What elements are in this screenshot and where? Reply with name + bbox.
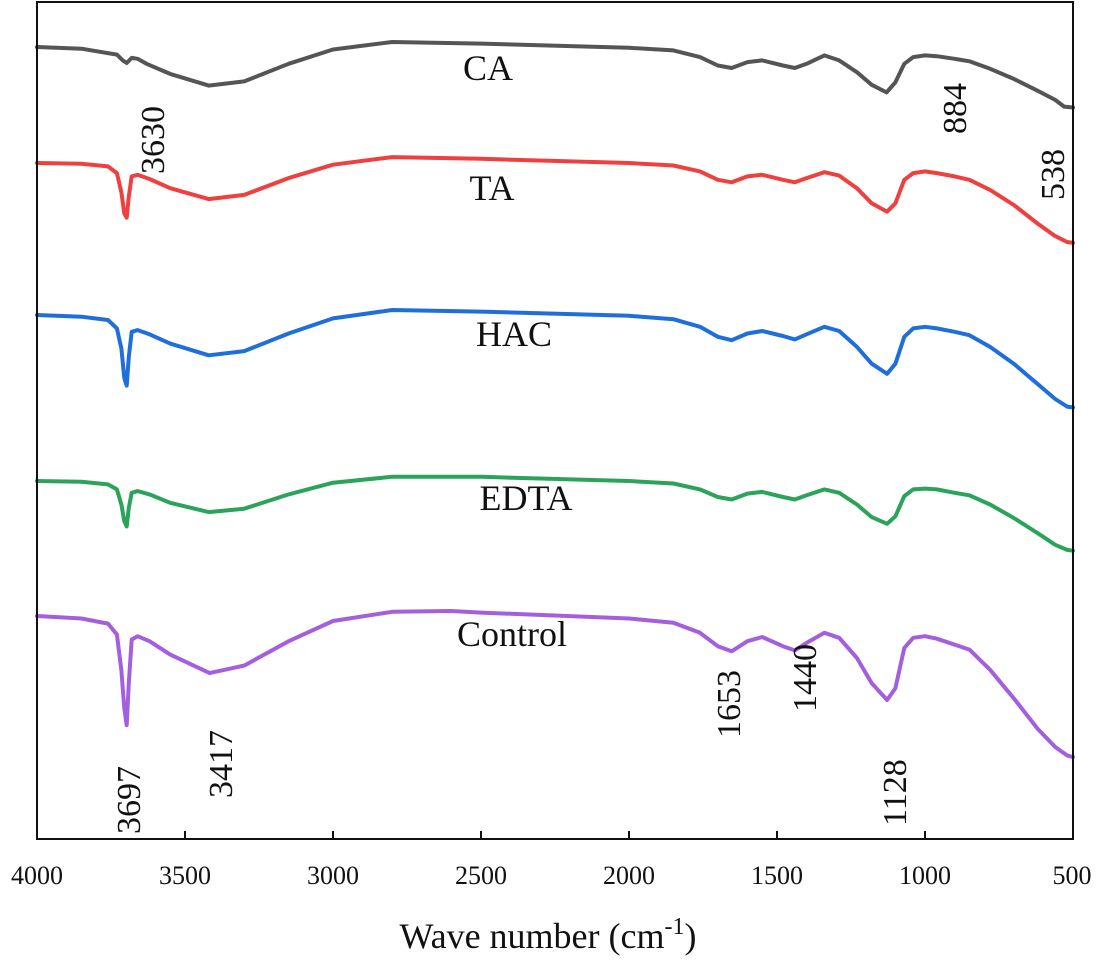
x-tick-label: 2000: [603, 861, 655, 890]
series-label-control: Control: [457, 614, 567, 654]
series-label-ta: TA: [469, 168, 514, 208]
curves-group: [35, 40, 1075, 760]
x-axis-label-sup: -1: [665, 914, 685, 940]
series-line-edta: [35, 474, 1075, 553]
x-tick-label: 3500: [159, 861, 211, 890]
series-line-hac: [35, 308, 1075, 410]
series-label-hac: HAC: [476, 314, 552, 354]
annotation-884: 884: [937, 83, 974, 134]
x-tick-label: 1000: [899, 861, 951, 890]
series-line-ta: [35, 155, 1075, 245]
series-label-edta: EDTA: [479, 478, 572, 518]
annotation-1128: 1128: [877, 759, 914, 826]
annotation-538: 538: [1035, 149, 1072, 200]
x-axis-label-main: Wave number (cm: [400, 916, 665, 956]
series-line-ca: [35, 40, 1075, 110]
x-axis-label: Wave number (cm-1): [400, 914, 697, 956]
x-tick-label: 4000: [11, 861, 63, 890]
x-tick-label: 2500: [455, 861, 507, 890]
series-label-ca: CA: [463, 48, 513, 88]
x-ticks-group: 4000 3500 3000 2500 2000 1500 1000 500: [11, 831, 1092, 890]
x-tick-label: 500: [1053, 861, 1092, 890]
annotation-3417: 3417: [203, 730, 240, 798]
annotation-1440: 1440: [787, 644, 824, 712]
x-axis-label-close: ): [685, 916, 697, 956]
annotation-3697: 3697: [111, 766, 148, 834]
x-tick-label: 3000: [307, 861, 359, 890]
annotation-1653: 1653: [711, 670, 748, 738]
plot-frame: [36, 1, 1074, 840]
x-tick-label: 1500: [751, 861, 803, 890]
annotation-3630: 3630: [135, 106, 172, 174]
series-line-control: [35, 609, 1075, 760]
